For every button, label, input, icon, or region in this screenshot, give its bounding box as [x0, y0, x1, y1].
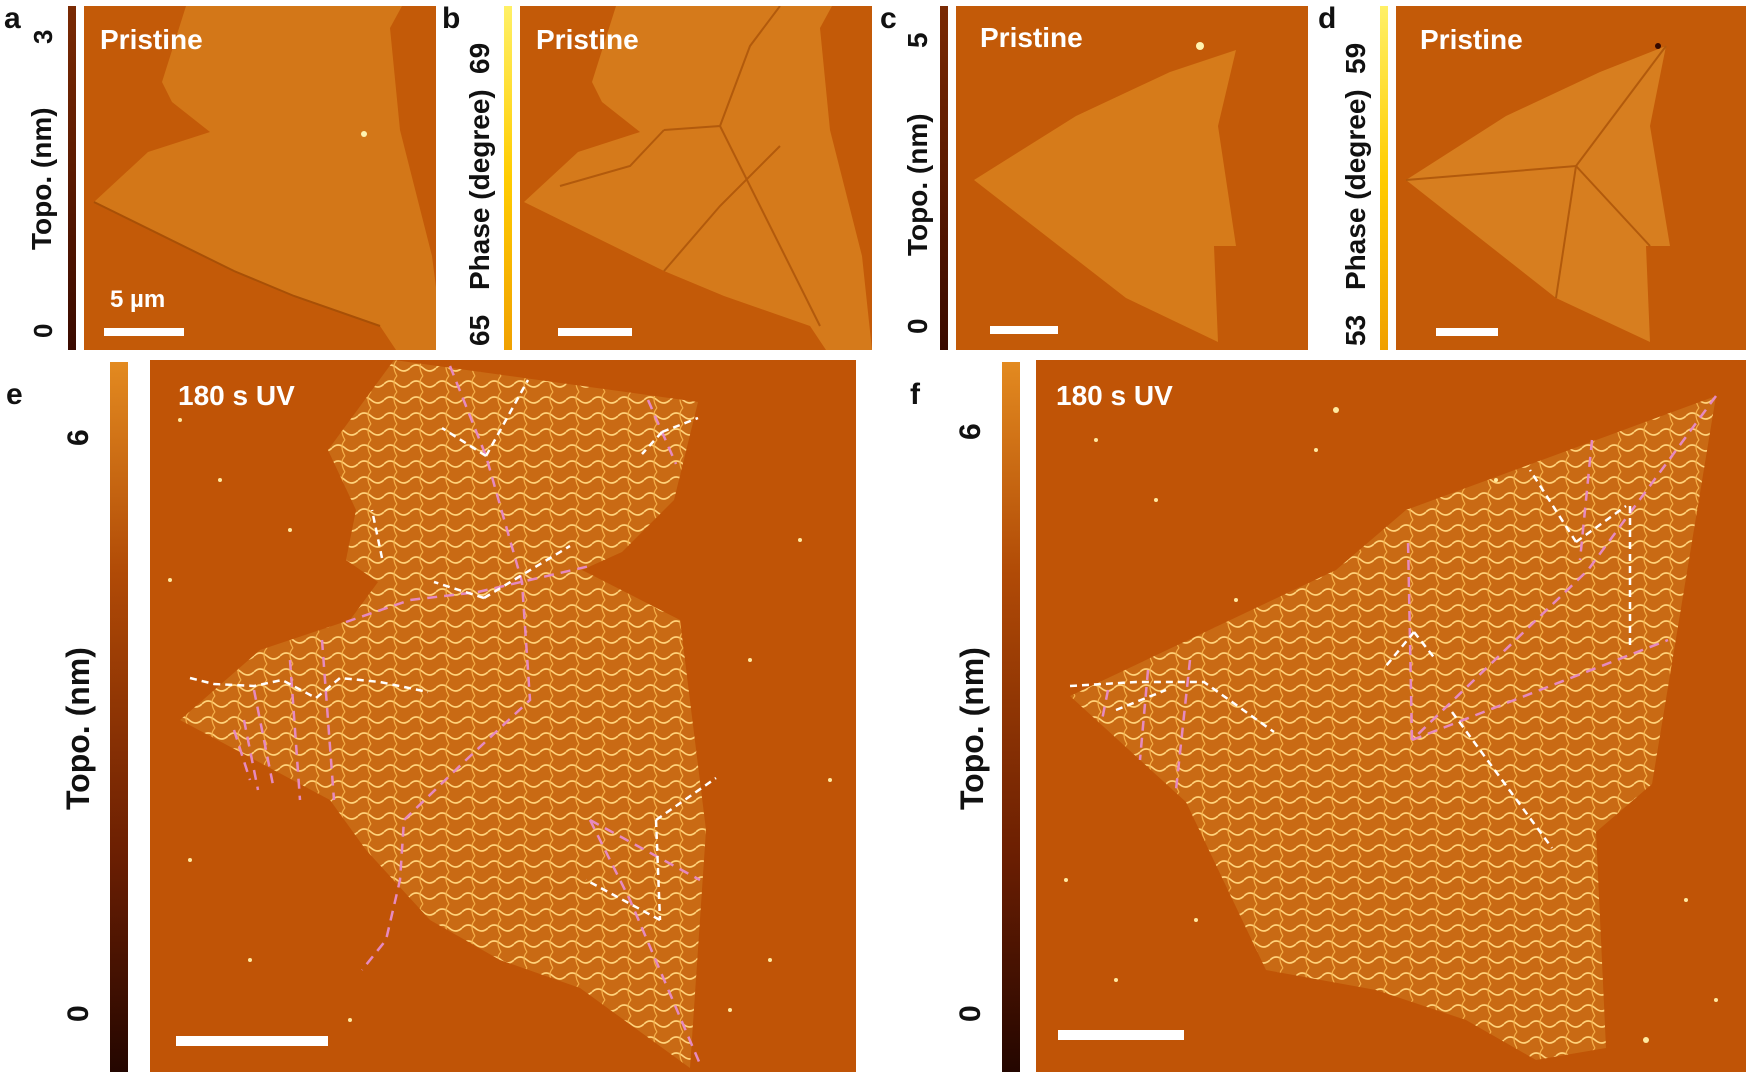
panel-c-tick-bottom: 0: [902, 318, 933, 334]
panel-e-axis-label: Topo. (nm): [60, 647, 96, 810]
panel-e-tick-top: 6: [62, 429, 95, 446]
panel-b-tick-bottom: 65: [464, 314, 495, 346]
panel-d-colorbar: [1380, 6, 1388, 350]
panel-a-scalebar: [104, 328, 184, 336]
panel-b-label: b: [442, 2, 461, 35]
panel-b-tick-top: 69: [464, 42, 495, 74]
panel-d-afm-image: Pristine: [1396, 6, 1746, 350]
panel-a-tick-bottom: 0: [28, 323, 58, 338]
panel-f-scalebar: [1058, 1030, 1184, 1040]
panel-a-scalebar-label: 5 µm: [110, 286, 166, 313]
panel-f-colorbar: [1002, 362, 1020, 1072]
panel-b-axis-label: Phase (degree): [464, 89, 495, 290]
panel-f-label: f: [910, 378, 920, 411]
panel-d-title: Pristine: [1420, 24, 1523, 55]
panel-d-tick-bottom: 53: [1340, 314, 1371, 346]
panel-c-label: c: [880, 2, 897, 35]
panel-a-colorbar: [68, 6, 76, 350]
panel-e-label: e: [6, 378, 23, 411]
panel-d-scalebar: [1436, 328, 1498, 336]
panel-c-scalebar: [990, 326, 1058, 334]
panel-a-title: Pristine: [100, 24, 203, 55]
panel-e-afm-image: 180 s UV: [150, 360, 856, 1072]
panel-e-title: 180 s UV: [178, 380, 295, 411]
panel-f-tick-bottom: 0: [954, 1005, 987, 1022]
panel-f-afm-image: 180 s UV: [1036, 360, 1746, 1072]
panel-d-tick-top: 59: [1340, 42, 1371, 74]
panel-c-title: Pristine: [980, 22, 1083, 53]
panel-b-afm-image: Pristine: [520, 6, 872, 350]
panel-b-scalebar: [558, 328, 632, 336]
panel-b-title: Pristine: [536, 24, 639, 55]
panel-b-colorbar: [504, 6, 512, 350]
panel-f-axis-label: Topo. (nm): [954, 647, 990, 810]
panel-a-label: a: [4, 2, 21, 35]
panel-f-tick-top: 6: [954, 423, 987, 440]
panel-d-label: d: [1318, 2, 1337, 35]
panel-e-scalebar: [176, 1036, 328, 1046]
panel-f-title: 180 s UV: [1056, 380, 1173, 411]
panel-a-tick-top: 3: [28, 29, 58, 44]
panel-c-colorbar: [940, 6, 948, 350]
panel-c-afm-image: Pristine: [956, 6, 1308, 350]
panel-c-axis-label: Topo. (nm): [902, 113, 933, 256]
panel-d-axis-label: Phase (degree): [1340, 89, 1371, 290]
panel-e-tick-bottom: 0: [62, 1005, 95, 1022]
panel-e-colorbar: [110, 362, 128, 1072]
panel-a-afm-image: Pristine 5 µm: [84, 6, 436, 350]
panel-c-tick-top: 5: [902, 32, 933, 48]
panel-a-axis-label: Topo. (nm): [26, 107, 57, 250]
